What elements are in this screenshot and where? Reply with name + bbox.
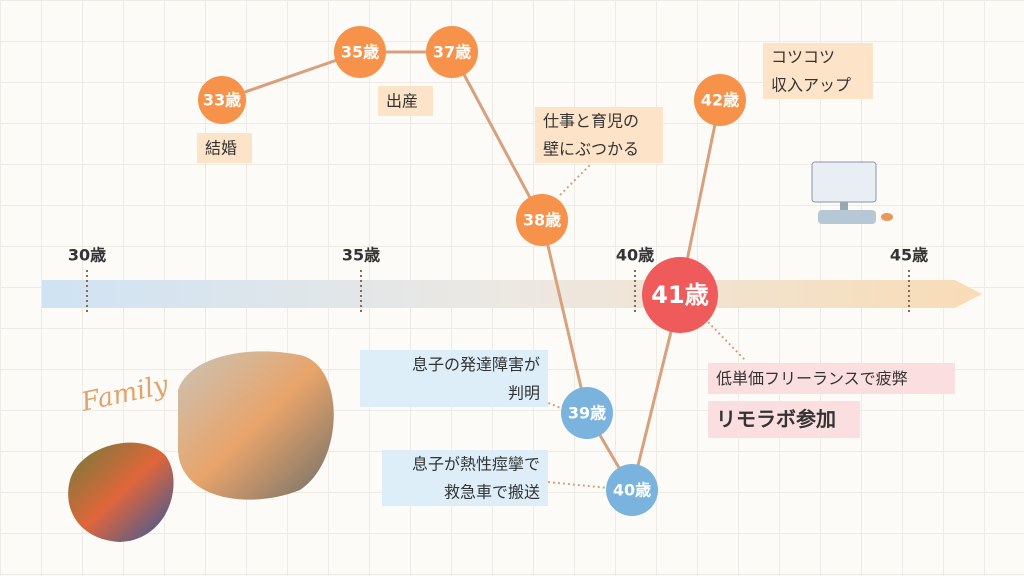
age-node (426, 26, 478, 78)
note-text: 出産 (386, 92, 418, 111)
note-text: 収入アップ (771, 76, 851, 95)
note-text: 仕事と育児の (543, 112, 639, 131)
age-node-label: 41歳 (651, 281, 708, 309)
note-text: 救急車で搬送 (444, 483, 540, 502)
age-node (516, 194, 568, 246)
note-box (378, 86, 433, 116)
leader-line (547, 481, 609, 489)
note-text: 息子が熱性痙攣で (412, 455, 540, 474)
note-box (763, 43, 873, 99)
age-node (561, 387, 613, 439)
note-box (360, 350, 548, 407)
note-text: 低単価フリーランスで疲弊 (716, 369, 908, 388)
age-node-label: 38歳 (523, 211, 561, 230)
age-node (334, 26, 386, 78)
age-node-label: 37歳 (433, 43, 471, 62)
note-box (382, 450, 548, 506)
age-node (198, 76, 246, 124)
age-node (694, 74, 746, 126)
computer-icon (811, 161, 893, 224)
note-text: 判明 (508, 383, 540, 402)
note-box (535, 107, 663, 163)
age-node-label: 35歳 (341, 43, 379, 62)
note-box (197, 133, 252, 163)
axis-tick-label: 40歳 (616, 246, 654, 265)
age-node (606, 464, 658, 516)
age-node-label: 40歳 (613, 481, 651, 500)
note-text: リモラボ参加 (716, 407, 836, 431)
note-text: 息子の発達障害が (412, 355, 540, 374)
leader-line (559, 164, 591, 196)
age-axis (42, 280, 982, 308)
age-node-label: 33歳 (203, 91, 241, 110)
leader-line (707, 321, 746, 361)
photo-kids (178, 351, 334, 500)
family-script: Family (78, 370, 171, 418)
photo-leaf (68, 442, 174, 542)
age-node-label: 39歳 (568, 404, 606, 423)
note-text: 結婚 (205, 139, 237, 158)
axis-tick-label: 35歳 (342, 246, 380, 265)
note-box (708, 401, 860, 438)
note-text: 壁にぶつかる (543, 140, 639, 159)
age-node-label: 42歳 (701, 91, 739, 110)
axis-tick-label: 30歳 (68, 246, 106, 265)
axis-tick-label: 45歳 (890, 246, 928, 265)
note-text: コツコツ (771, 48, 835, 67)
note-box (708, 363, 955, 394)
age-node (642, 257, 718, 333)
